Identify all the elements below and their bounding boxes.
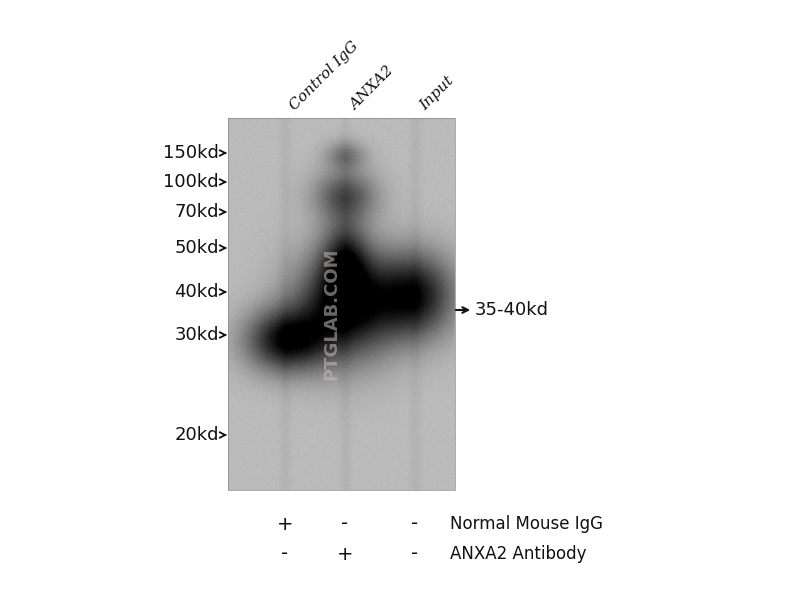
Text: 150kd: 150kd xyxy=(163,144,219,162)
Text: 20kd: 20kd xyxy=(174,426,219,444)
Text: ANXA2 Antibody: ANXA2 Antibody xyxy=(450,545,586,563)
Text: -: - xyxy=(411,545,418,563)
Text: +: + xyxy=(337,545,354,563)
Text: Normal Mouse IgG: Normal Mouse IgG xyxy=(450,515,603,533)
Text: 40kd: 40kd xyxy=(174,283,219,301)
Text: 100kd: 100kd xyxy=(163,173,219,191)
Text: 30kd: 30kd xyxy=(174,326,219,344)
Text: -: - xyxy=(411,514,418,533)
Text: Input: Input xyxy=(417,74,456,113)
Text: -: - xyxy=(342,514,349,533)
Text: Control IgG: Control IgG xyxy=(287,39,361,113)
Text: 35-40kd: 35-40kd xyxy=(475,301,549,319)
Text: ANXA2: ANXA2 xyxy=(347,64,396,113)
Text: -: - xyxy=(282,545,289,563)
Text: +: + xyxy=(277,514,294,533)
Bar xyxy=(228,118,455,490)
Text: 50kd: 50kd xyxy=(174,239,219,257)
Text: 70kd: 70kd xyxy=(174,203,219,221)
Text: PTGLAB.COM: PTGLAB.COM xyxy=(322,248,341,380)
